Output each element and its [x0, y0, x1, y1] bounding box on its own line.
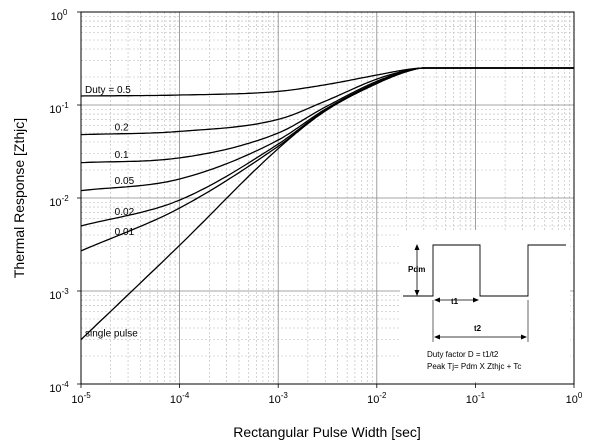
x-axis-title: Rectangular Pulse Width [sec] — [233, 424, 421, 440]
t2-arrowhead-left — [434, 334, 440, 340]
inset-note-duty: Duty factor D = t1/t2 — [427, 350, 499, 359]
inset-t1-label: t1 — [451, 297, 459, 306]
pdm-arrowhead-up — [414, 244, 420, 250]
t2-arrowhead-right — [521, 334, 527, 340]
curve-label: 0.01 — [115, 227, 135, 238]
tick-label: 10-3 — [269, 391, 289, 406]
curve-0-1 — [80, 67, 574, 164]
pdm-arrowhead-down — [414, 290, 420, 296]
curves — [80, 67, 574, 341]
tick-label: 10-3 — [49, 287, 69, 302]
t1-arrowhead-right — [473, 297, 479, 303]
inset-note-peak: Peak Tj= Pdm X Zthjc + Tc — [427, 362, 521, 371]
curve-label: Duty = 0.5 — [85, 85, 131, 96]
curve-0-2 — [80, 67, 574, 136]
pulse-waveform — [403, 244, 566, 297]
y-axis-title: Thermal Response [Zthjc] — [11, 118, 27, 278]
tick-label: 10-4 — [170, 391, 190, 406]
tick-label: 10-4 — [49, 380, 69, 395]
curve-duty-0-5 — [80, 67, 574, 97]
inset-background — [400, 230, 570, 382]
tick-label: 10-1 — [49, 101, 69, 116]
duty-factor-inset: Pdm t1 t2 Duty factor D = t1/t2 Peak Tj=… — [400, 230, 570, 382]
tick-labels: 10-5 10-4 10-3 10-2 10-1 10010-410-310-210-11… — [49, 8, 583, 406]
inset-t2-label: t2 — [474, 324, 482, 333]
curve-single-pulse — [80, 67, 574, 341]
curve-labels: Duty = 0.5 0.2 0.1 0.05 0.02 0.01 single pulse — [85, 85, 138, 340]
tick-label: 10-2 — [367, 391, 387, 406]
tick-label: 10-2 — [49, 194, 69, 209]
tick-label: 10-5 — [71, 391, 91, 406]
curve-label: single pulse — [85, 329, 138, 340]
curve-label: 0.02 — [115, 207, 135, 218]
tick-label: 100 — [51, 8, 68, 23]
inset-pdm-label: Pdm — [408, 265, 425, 274]
curve-0-05 — [80, 67, 574, 192]
t1-arrowhead-left — [434, 297, 440, 303]
curve-label: 0.1 — [115, 150, 129, 161]
tick-label: 100 — [566, 391, 583, 406]
tick-label: 10-1 — [466, 391, 486, 406]
curve-label: 0.2 — [115, 123, 129, 134]
curve-label: 0.05 — [115, 176, 135, 187]
